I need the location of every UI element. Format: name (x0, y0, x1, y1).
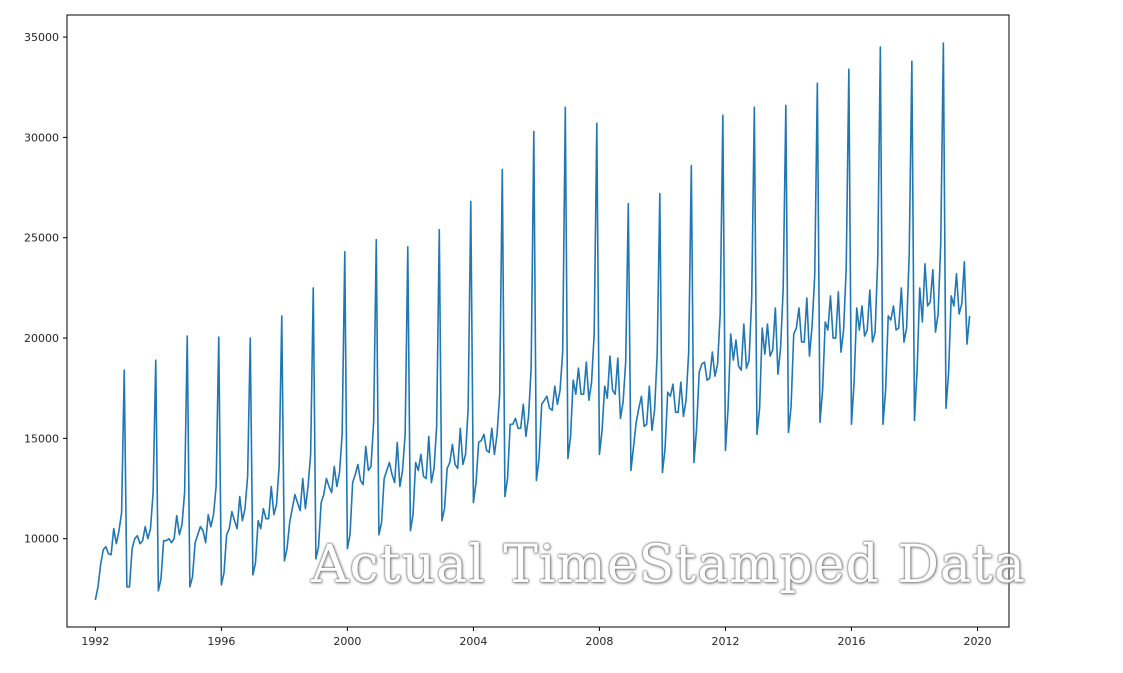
x-tick-label: 2000 (333, 635, 361, 648)
y-tick-label: 25000 (24, 232, 59, 245)
y-tick-label: 20000 (24, 332, 59, 345)
y-tick-label: 10000 (24, 533, 59, 546)
x-tick-label: 2020 (963, 635, 991, 648)
x-tick-label: 2012 (711, 635, 739, 648)
y-tick-label: 30000 (24, 131, 59, 144)
x-tick-label: 2004 (459, 635, 487, 648)
watermark-caption: Actual TimeStamped Data (311, 535, 1026, 595)
x-tick-label: 2016 (837, 635, 865, 648)
series-line-sales (94, 42, 971, 601)
x-tick-label: 1992 (81, 635, 109, 648)
x-axis: 1992 1996 2000 2004 2008 2012 2016 2020 (81, 627, 991, 648)
axes-frame (66, 14, 1010, 628)
x-tick-label: 1996 (207, 635, 235, 648)
x-tick-label: 2008 (585, 635, 613, 648)
y-tick-label: 35000 (24, 31, 59, 44)
y-axis: 10000 15000 20000 25000 30000 35000 (24, 31, 67, 546)
plot-area (94, 42, 971, 601)
y-tick-label: 15000 (24, 432, 59, 445)
